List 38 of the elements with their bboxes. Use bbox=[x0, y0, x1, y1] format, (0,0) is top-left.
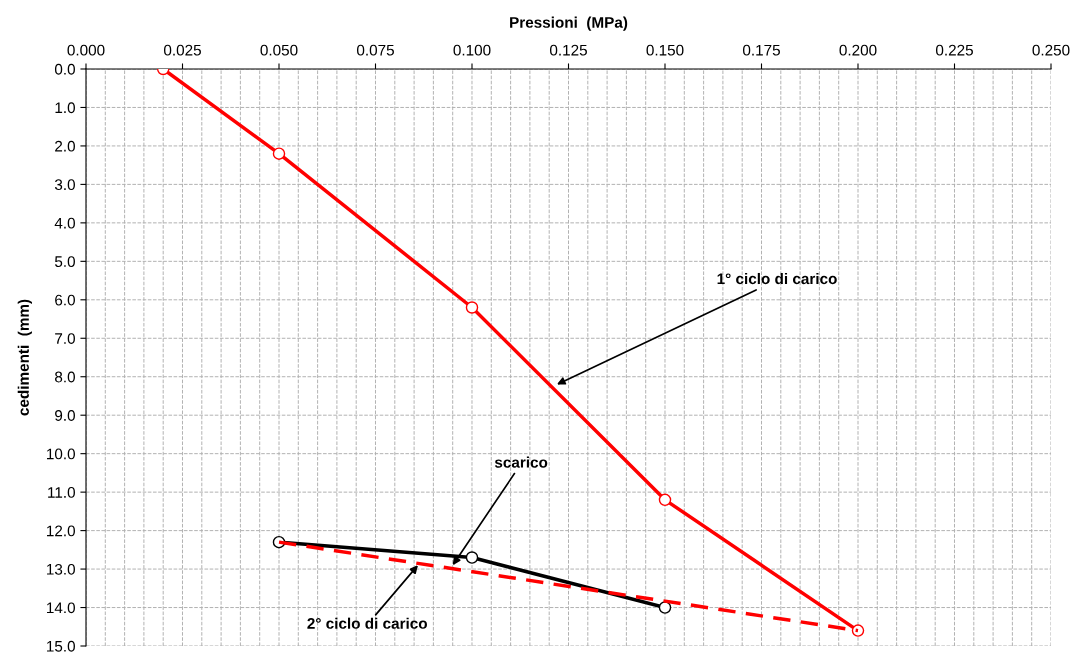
x-tick-label: 0.100 bbox=[453, 44, 491, 56]
annotation: scarico bbox=[494, 456, 548, 468]
y-tick-label: 6.0 bbox=[55, 294, 75, 306]
point bbox=[658, 493, 672, 507]
y-axis-title: cedimenti (mm) bbox=[17, 299, 32, 416]
x-tick-label: 0.025 bbox=[163, 44, 201, 56]
y-tick-label: 12.0 bbox=[47, 525, 75, 537]
x-tick-label: 0.000 bbox=[67, 44, 105, 56]
point bbox=[851, 624, 865, 637]
y-tick-label: 11.0 bbox=[48, 487, 75, 498]
x-tick-label: 0.200 bbox=[839, 44, 877, 56]
y-tick-label: 0.0 bbox=[54, 63, 75, 75]
x-tick-label: 0.050 bbox=[260, 44, 298, 56]
x-tick-label: 0.175 bbox=[742, 44, 780, 56]
y-tick-label: 14.0 bbox=[47, 602, 75, 614]
y-tick-label: 8.0 bbox=[55, 371, 75, 383]
y-tick-label: 1.0 bbox=[55, 102, 75, 114]
x-tick-label: 0.250 bbox=[1032, 44, 1070, 56]
point bbox=[658, 601, 672, 614]
y-tick-label: 15.0 bbox=[47, 640, 75, 652]
x-tick-label: 0.075 bbox=[356, 44, 394, 56]
x-tick-label: 0.150 bbox=[646, 44, 684, 56]
y-tick-label: 9.0 bbox=[55, 410, 75, 421]
y-tick-label: 13.0 bbox=[47, 563, 75, 575]
x-tick-label: 0.225 bbox=[935, 44, 973, 56]
x-tick-label: 0.125 bbox=[549, 44, 587, 56]
y-tick-label: 3.0 bbox=[54, 179, 75, 191]
y-tick-label: 5.0 bbox=[54, 256, 75, 268]
point bbox=[465, 551, 479, 564]
point bbox=[272, 147, 286, 160]
annotation: 1° ciclo di carico bbox=[717, 272, 837, 285]
y-tick-label: 2.0 bbox=[55, 140, 75, 152]
annotation: 2° ciclo di carico bbox=[307, 617, 427, 629]
y-tick-label: 4.0 bbox=[54, 217, 75, 229]
x-axis-title: Pressioni (MPa) bbox=[510, 16, 628, 31]
y-tick-label: 10.0 bbox=[47, 448, 75, 460]
y-tick-label: 7.0 bbox=[55, 333, 75, 344]
point bbox=[465, 301, 479, 314]
